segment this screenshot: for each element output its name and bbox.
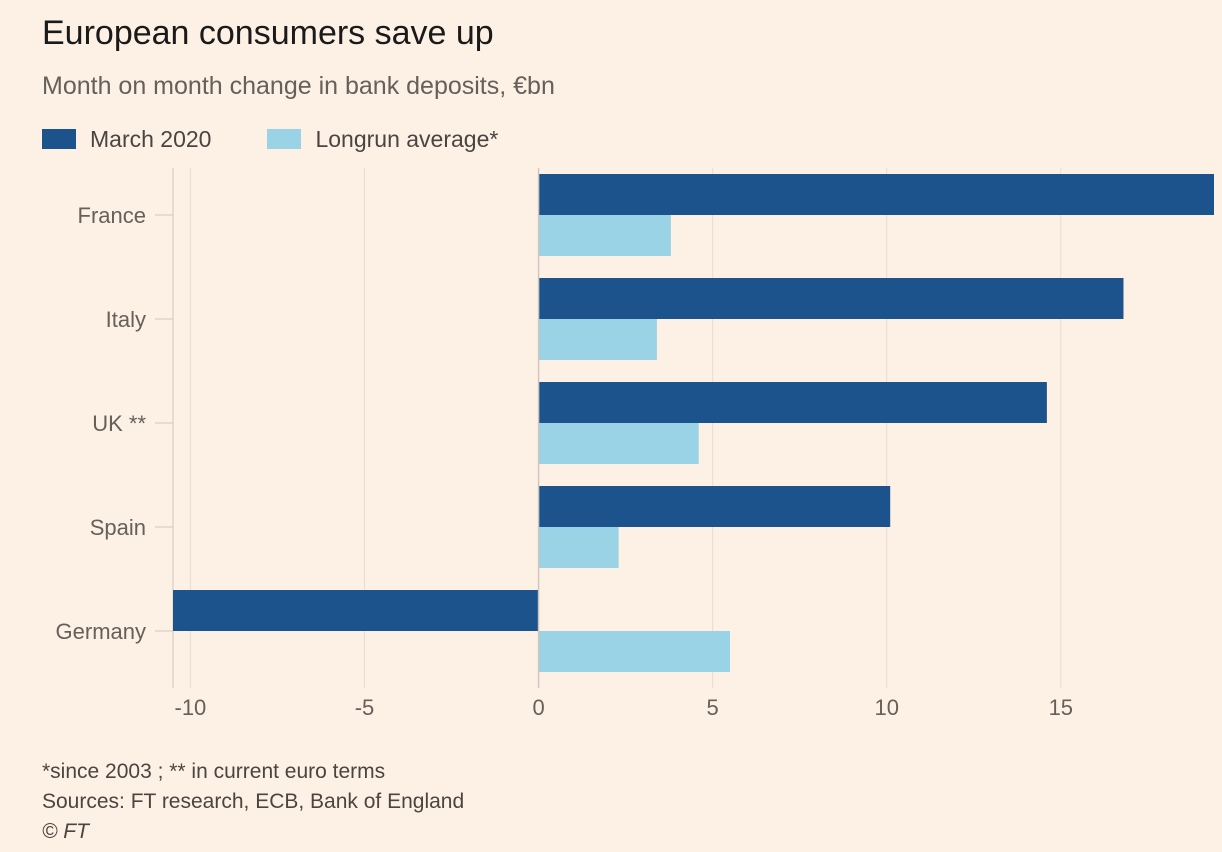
bar-uk-longrun-average (538, 423, 699, 464)
bar-italy-march-2020 (538, 278, 1124, 319)
x-tick-label-5: 5 (707, 695, 719, 720)
bar-france-longrun-average (538, 215, 671, 256)
category-label-italy: Italy (106, 307, 146, 332)
legend-swatch-march-2020 (42, 129, 76, 149)
category-label-uk: UK ** (92, 411, 146, 436)
legend-item-longrun-average: Longrun average* (267, 126, 498, 153)
legend-item-march-2020: March 2020 (42, 126, 211, 153)
bar-germany-march-2020 (173, 590, 539, 631)
chart-title: European consumers save up (42, 14, 494, 52)
bar-germany-longrun-average (538, 631, 731, 672)
chart-subtitle: Month on month change in bank deposits, … (42, 72, 555, 100)
x-tick-label--5: -5 (355, 695, 375, 720)
category-label-france: France (78, 203, 146, 228)
bar-spain-march-2020 (538, 486, 891, 527)
x-tick-label-0: 0 (532, 695, 544, 720)
x-tick-label--10: -10 (175, 695, 207, 720)
category-label-spain: Spain (90, 515, 146, 540)
x-tick-label-10: 10 (874, 695, 898, 720)
legend-label-longrun-average: Longrun average* (315, 125, 499, 152)
category-label-germany: Germany (56, 619, 146, 644)
bar-uk-march-2020 (538, 382, 1047, 423)
legend-swatch-longrun-average (267, 129, 302, 149)
bar-italy-longrun-average (538, 319, 657, 360)
x-tick-label-15: 15 (1049, 695, 1073, 720)
source-note: Sources: FT research, ECB, Bank of Engla… (42, 790, 465, 813)
bar-france-march-2020 (538, 174, 1214, 215)
legend: March 2020 Longrun average* (42, 124, 554, 154)
copyright: © FT (42, 820, 89, 843)
bar-spain-longrun-average (538, 527, 619, 568)
legend-label-march-2020: March 2020 (90, 125, 212, 152)
footnote: *since 2003 ; ** in current euro terms (42, 760, 386, 783)
